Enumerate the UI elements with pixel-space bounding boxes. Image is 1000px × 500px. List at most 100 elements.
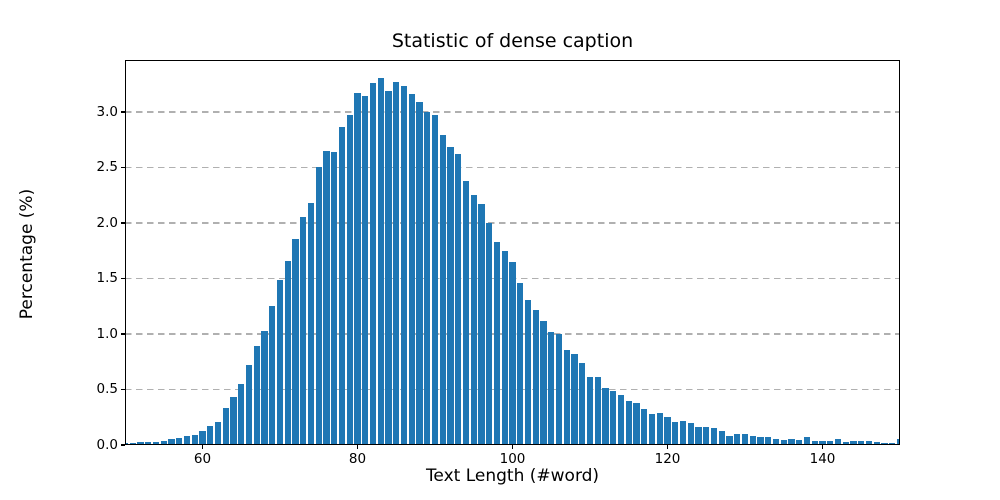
histogram-bar-52: [137, 442, 144, 445]
histogram-bar-70: [276, 279, 284, 445]
histogram-bar-89: [424, 111, 431, 445]
histogram-bar-85: [393, 81, 400, 445]
histogram-bar-123: [687, 422, 694, 445]
x-tick-label-60: 60: [193, 451, 212, 467]
histogram-bar-105: [548, 331, 555, 445]
histogram-bar-133: [765, 437, 772, 445]
histogram-bar-142: [834, 439, 842, 445]
histogram-bar-116: [633, 402, 640, 445]
histogram-bar-129: [734, 433, 741, 445]
y-tick-label-0: 0.0: [96, 437, 118, 453]
histogram-bar-122: [679, 420, 687, 445]
histogram-bar-131: [749, 436, 756, 445]
histogram-bar-88: [416, 101, 423, 445]
histogram-bar-61: [207, 426, 214, 445]
histogram-bar-99: [501, 250, 508, 445]
histogram-bar-106: [555, 333, 563, 445]
histogram-bar-115: [625, 400, 632, 445]
x-tick-label-100: 100: [499, 451, 526, 467]
histogram-bar-54: [152, 441, 160, 445]
histogram-bar-150: [896, 439, 900, 445]
y-tick-mark-1: [121, 333, 125, 335]
histogram-bar-67: [253, 346, 260, 445]
histogram-bar-80: [354, 93, 361, 445]
histogram-bar-76: [323, 150, 330, 445]
y-tick-mark-3: [121, 111, 125, 113]
histogram-bar-121: [672, 421, 679, 445]
histogram-bar-145: [858, 440, 865, 445]
histogram-bar-92: [447, 147, 454, 445]
histogram-bar-64: [230, 397, 237, 445]
histogram-bar-148: [881, 442, 888, 445]
histogram-bar-66: [245, 365, 253, 445]
y-tick-label-0.5: 0.5: [96, 381, 118, 398]
histogram-bar-93: [455, 154, 462, 445]
histogram-bar-71: [284, 260, 291, 445]
histogram-bar-128: [726, 436, 733, 445]
y-tick-mark-2: [121, 222, 125, 224]
histogram-bar-112: [602, 388, 609, 445]
histogram-bar-84: [385, 90, 392, 445]
histogram-bar-127: [718, 430, 725, 445]
histogram-bar-77: [331, 151, 338, 445]
histogram-bar-78: [338, 127, 346, 445]
histogram-bar-56: [168, 439, 175, 445]
histogram-bar-138: [803, 436, 811, 445]
histogram-bar-104: [540, 320, 547, 445]
histogram-bar-59: [191, 435, 198, 445]
plot-area: [125, 60, 900, 445]
histogram-bar-144: [850, 440, 857, 445]
histogram-bar-95: [470, 195, 477, 445]
histogram-bar-135: [780, 440, 787, 445]
histogram-bar-68: [261, 330, 268, 445]
histogram-bar-53: [145, 441, 152, 445]
histogram-bar-63: [222, 408, 229, 445]
histogram-bar-98: [493, 241, 501, 445]
x-tick-mark-60: [201, 445, 204, 449]
histogram-bar-117: [641, 409, 648, 445]
gridline-y-2.5: [125, 166, 900, 169]
histogram-bar-69: [269, 306, 276, 445]
y-tick-label-2.5: 2.5: [96, 159, 118, 176]
histogram-bar-111: [594, 377, 601, 445]
histogram-bar-74: [307, 202, 315, 445]
histogram-bar-94: [462, 180, 470, 445]
histogram-bar-139: [811, 440, 818, 445]
y-tick-mark-1.5: [121, 277, 125, 280]
y-tick-mark-0.5: [121, 388, 125, 391]
histogram-bar-65: [238, 383, 245, 445]
x-axis-label: Text Length (#word): [425, 466, 600, 486]
histogram-bar-110: [586, 377, 594, 445]
histogram-bar-81: [362, 96, 369, 445]
y-tick-label-3: 3.0: [96, 103, 118, 120]
histogram-bar-82: [369, 83, 377, 445]
y-tick-mark-2.5: [121, 166, 125, 169]
histogram-bar-101: [517, 282, 524, 445]
histogram-bar-109: [579, 362, 586, 445]
gridline-y-2: [125, 222, 900, 224]
histogram-bar-72: [292, 238, 299, 445]
histogram-bar-97: [486, 222, 493, 445]
y-tick-mark-0: [121, 444, 125, 446]
histogram-bar-125: [703, 427, 710, 445]
histogram-bar-134: [772, 439, 780, 445]
histogram-bar-90: [431, 115, 439, 445]
histogram-bar-132: [757, 437, 764, 445]
histogram-bar-91: [439, 135, 446, 445]
histogram-bar-87: [408, 94, 415, 445]
histogram-bar-137: [796, 440, 803, 445]
histogram-bar-146: [865, 440, 873, 445]
histogram-bar-62: [214, 421, 222, 445]
histogram-bar-124: [695, 427, 702, 445]
histogram-bar-140: [819, 440, 826, 445]
histogram-bar-143: [842, 442, 849, 445]
x-tick-mark-100: [511, 445, 514, 449]
histogram-bar-79: [346, 115, 353, 445]
histogram-bar-73: [300, 217, 307, 445]
histogram-bar-55: [160, 440, 167, 445]
x-tick-mark-120: [666, 445, 669, 449]
chart-title: Statistic of dense caption: [391, 30, 634, 52]
histogram-bar-126: [710, 428, 718, 445]
y-tick-label-2: 2.0: [96, 214, 118, 231]
